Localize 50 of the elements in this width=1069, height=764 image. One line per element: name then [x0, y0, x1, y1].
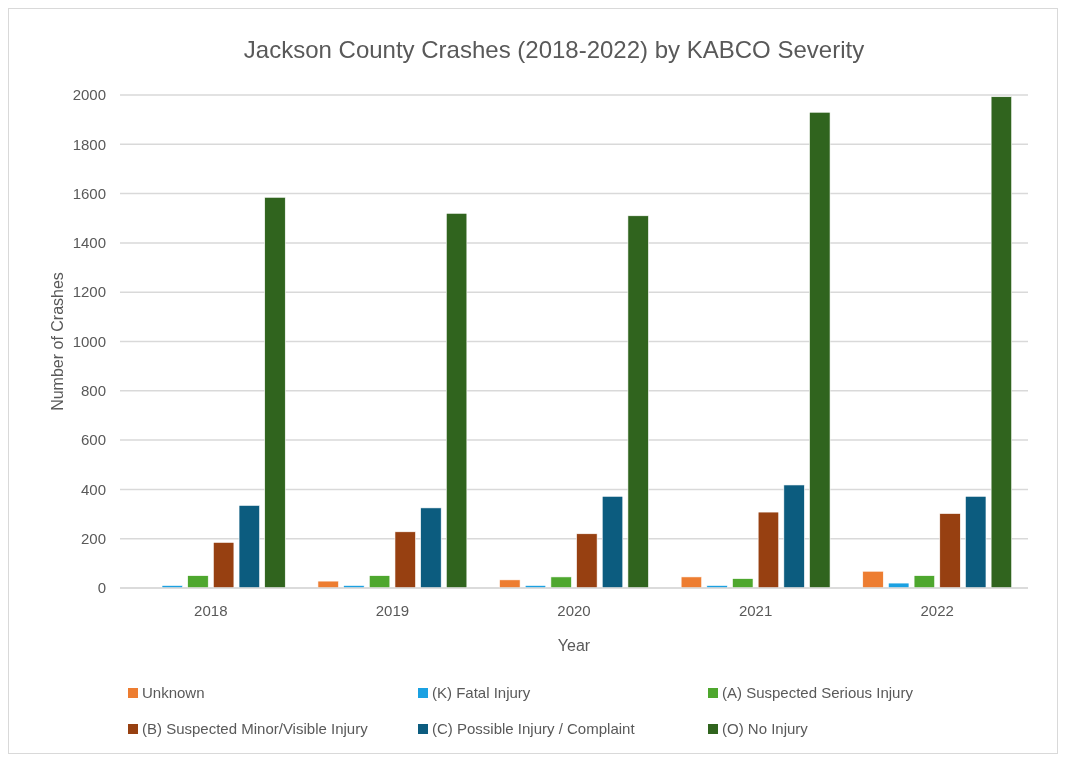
bar	[213, 542, 235, 589]
y-tick-label: 1600	[72, 184, 106, 202]
legend-label: (K) Fatal Injury	[432, 684, 531, 701]
bar	[783, 484, 805, 589]
y-tick-label: 0	[97, 579, 106, 597]
bar	[576, 533, 598, 589]
bar	[420, 507, 442, 589]
bar	[368, 575, 391, 589]
bar	[732, 578, 754, 589]
chart-title: Jackson County Crashes (2018-2022) by KABCO Severity	[243, 36, 865, 63]
y-tick-label: 600	[80, 431, 106, 449]
legend-label: (C) Possible Injury / Complaint	[432, 720, 636, 737]
bar	[809, 111, 831, 589]
bar	[913, 575, 935, 589]
legend-label: Unknown	[142, 684, 205, 701]
bar	[862, 570, 884, 589]
bar	[394, 531, 416, 589]
y-tick-label: 1000	[72, 332, 106, 350]
y-tick-label: 200	[80, 529, 106, 547]
bar	[757, 511, 780, 589]
y-tick-label: 800	[80, 382, 106, 400]
y-tick-label: 2000	[72, 86, 106, 104]
bar	[888, 582, 910, 589]
bar	[965, 496, 987, 589]
y-tick-label: 400	[80, 480, 106, 498]
x-axis-title: Year	[557, 637, 591, 654]
bar	[990, 96, 1012, 589]
bar	[446, 213, 468, 589]
y-tick-label: 1800	[72, 135, 106, 153]
legend-label: (A) Suspected Serious Injury	[722, 684, 914, 701]
bar	[317, 580, 339, 589]
bar	[601, 496, 624, 589]
bar	[680, 576, 702, 589]
y-tick-label: 1400	[72, 234, 106, 252]
y-tick-label: 1200	[72, 283, 106, 301]
legend-label: (B) Suspected Minor/Visible Injury	[142, 720, 369, 737]
bar	[627, 215, 649, 589]
x-tick-label: 2019	[375, 602, 410, 619]
bar	[264, 197, 286, 589]
bar	[550, 576, 572, 589]
x-tick-label: 2022	[920, 602, 954, 619]
x-tick-label: 2018	[194, 602, 228, 619]
bar	[187, 575, 209, 589]
x-tick-label: 2021	[738, 602, 773, 619]
bar	[499, 579, 521, 589]
bar	[939, 513, 961, 589]
x-tick-label: 2020	[557, 602, 591, 619]
bar	[238, 505, 260, 589]
y-axis-title: Number of Crashes	[49, 272, 66, 411]
legend-label: (O) No Injury	[722, 720, 809, 737]
